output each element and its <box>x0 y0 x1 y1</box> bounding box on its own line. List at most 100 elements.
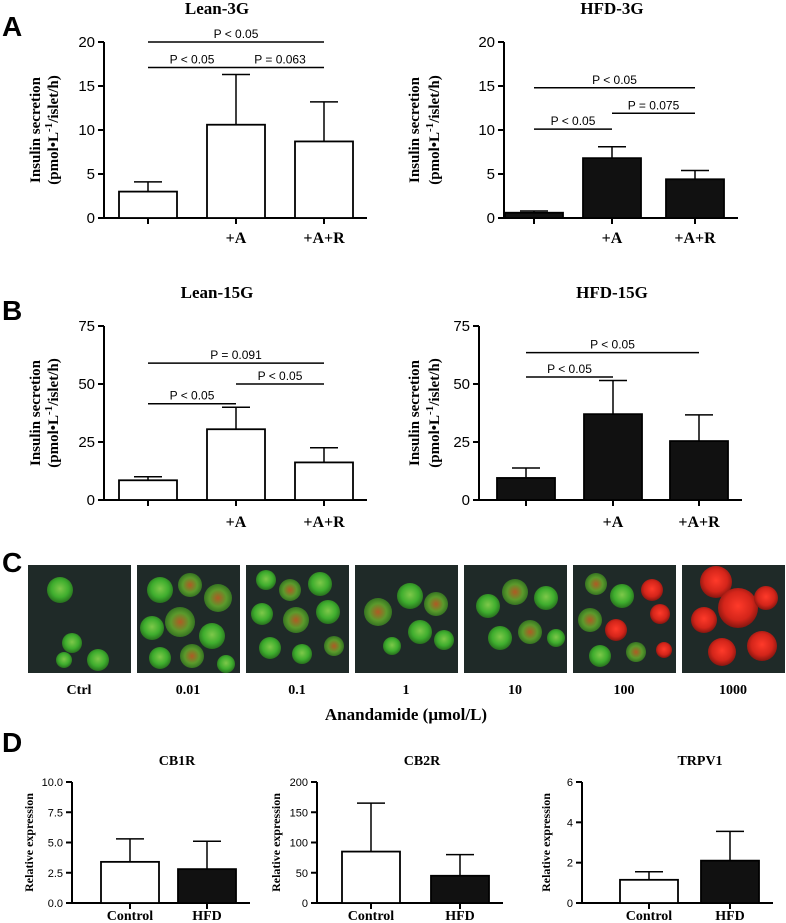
y-axis-label-units: (pmol•L-1/islet/h) <box>43 358 62 467</box>
y-tick-label: 50 <box>78 376 95 393</box>
y-tick-label: 0 <box>87 492 95 509</box>
significance-label: P = 0.063 <box>254 53 306 67</box>
panel-label-b: B <box>2 295 22 326</box>
chart-title: Lean-15G <box>181 283 254 302</box>
chart-hfd-15g: HFD-15G 0 25 50 75 Insulin secretion (pmol•L-1… <box>407 283 742 531</box>
y-tick-label: 200 <box>290 777 308 789</box>
bar <box>341 850 401 904</box>
micrograph-0-1 <box>246 565 349 673</box>
chart-title: CB2R <box>404 754 441 769</box>
y-tick-label: 150 <box>290 807 308 819</box>
y-tick-label: 0 <box>567 898 573 910</box>
chart-hfd-3g: HFD-3G 0 5 10 15 20 Insulin secretion (pmol•L-1… <box>407 0 738 247</box>
y-tick-label: 7.5 <box>48 807 63 819</box>
bar <box>582 157 642 219</box>
y-tick-label: 20 <box>478 34 495 51</box>
y-tick-label: 75 <box>78 318 95 335</box>
y-tick-label: 2 <box>567 858 573 870</box>
category-label: +A <box>226 514 247 531</box>
y-tick-label: 25 <box>453 434 470 451</box>
bar <box>294 140 354 219</box>
chart-title: TRPV1 <box>677 754 722 769</box>
significance-label: P = 0.075 <box>628 98 680 112</box>
bar <box>665 178 725 219</box>
micrograph-label: 0.01 <box>176 683 201 698</box>
micrograph-label: Ctrl <box>67 683 92 698</box>
y-tick-label: 50 <box>296 868 308 880</box>
y-axis-label-units: (pmol•L-1/islet/h) <box>424 358 443 467</box>
y-tick-label: 4 <box>567 817 573 829</box>
significance-label: P < 0.05 <box>170 389 215 403</box>
category-label: Control <box>348 909 395 923</box>
y-axis-label: Relative expression <box>539 793 553 892</box>
bar <box>700 859 760 904</box>
significance-label: P < 0.05 <box>592 73 637 87</box>
category-label: +A <box>603 514 624 531</box>
category-label: HFD <box>192 909 222 923</box>
category-label: +A+R <box>303 230 345 247</box>
y-tick-label: 0 <box>462 492 470 509</box>
y-axis-label: Relative expression <box>269 793 283 892</box>
chart-cb1r: CB1R 0.0 2.5 5.0 7.5 10.0 Relative expression C… <box>22 754 250 923</box>
micrograph-1 <box>355 565 458 673</box>
y-tick-label: 10 <box>478 122 495 139</box>
y-tick-label: 15 <box>78 78 95 95</box>
category-label: +A <box>226 230 247 247</box>
chart-lean-3g: Lean-3G 0 5 10 15 20 Insulin secretion (pmol•L-… <box>28 0 367 247</box>
bar <box>100 860 160 904</box>
y-axis-label: Insulin secretion <box>28 359 44 466</box>
y-tick-label: 10 <box>78 122 95 139</box>
y-tick-label: 75 <box>453 318 470 335</box>
category-label: Control <box>107 909 154 923</box>
y-axis-label: Insulin secretion <box>407 359 423 466</box>
y-axis-label-units: (pmol•L-1/islet/h) <box>43 75 62 184</box>
significance-label: P < 0.05 <box>258 369 303 383</box>
y-tick-label: 5.0 <box>48 838 63 850</box>
bar <box>206 428 266 501</box>
y-tick-label: 0.0 <box>48 898 63 910</box>
bar <box>206 123 266 219</box>
y-tick-label: 6 <box>567 777 573 789</box>
y-tick-label: 100 <box>290 838 308 850</box>
chart-lean-15g: Lean-15G 0 25 50 75 Insulin secretion (pmol•L-… <box>28 283 367 531</box>
chart-title: Lean-3G <box>185 0 249 18</box>
micrograph-label: 1 <box>403 683 410 698</box>
y-tick-label: 2.5 <box>48 868 63 880</box>
y-tick-label: 5 <box>487 166 495 183</box>
y-tick-label: 25 <box>78 434 95 451</box>
panel-label-c: C <box>2 547 22 578</box>
bar <box>430 874 490 904</box>
y-tick-label: 20 <box>78 34 95 51</box>
y-axis-label: Relative expression <box>22 793 36 892</box>
y-tick-label: 50 <box>453 376 470 393</box>
y-axis-label: Insulin secretion <box>28 76 44 183</box>
panel-label-d: D <box>2 727 22 758</box>
bar <box>294 461 354 501</box>
panel-label-a: A <box>2 11 22 42</box>
category-label: HFD <box>715 909 745 923</box>
micrograph-label: 100 <box>614 683 635 698</box>
significance-label: P < 0.05 <box>547 362 592 376</box>
micrograph-100 <box>573 565 676 673</box>
bar <box>619 878 679 904</box>
micrograph-label: 0.1 <box>288 683 306 698</box>
category-label: +A+R <box>303 514 345 531</box>
chart-title: HFD-15G <box>576 283 648 302</box>
y-axis-label-units: (pmol•L-1/islet/h) <box>424 75 443 184</box>
bar <box>669 440 729 501</box>
bar <box>177 868 237 904</box>
chart-cb2r: CB2R 0 50 100 150 200 Relative expression Contr… <box>269 754 503 923</box>
y-tick-label: 15 <box>478 78 495 95</box>
y-tick-label: 0 <box>487 210 495 227</box>
micrograph-1000 <box>682 565 785 673</box>
y-tick-label: 0 <box>87 210 95 227</box>
significance-label: P < 0.05 <box>551 114 596 128</box>
y-tick-label: 5 <box>87 166 95 183</box>
y-axis-label: Insulin secretion <box>407 76 423 183</box>
y-tick-label: 0 <box>302 898 308 910</box>
bar <box>496 477 556 501</box>
y-tick-label: 10.0 <box>42 777 63 789</box>
bar <box>118 190 178 219</box>
significance-label: P < 0.05 <box>170 53 215 67</box>
